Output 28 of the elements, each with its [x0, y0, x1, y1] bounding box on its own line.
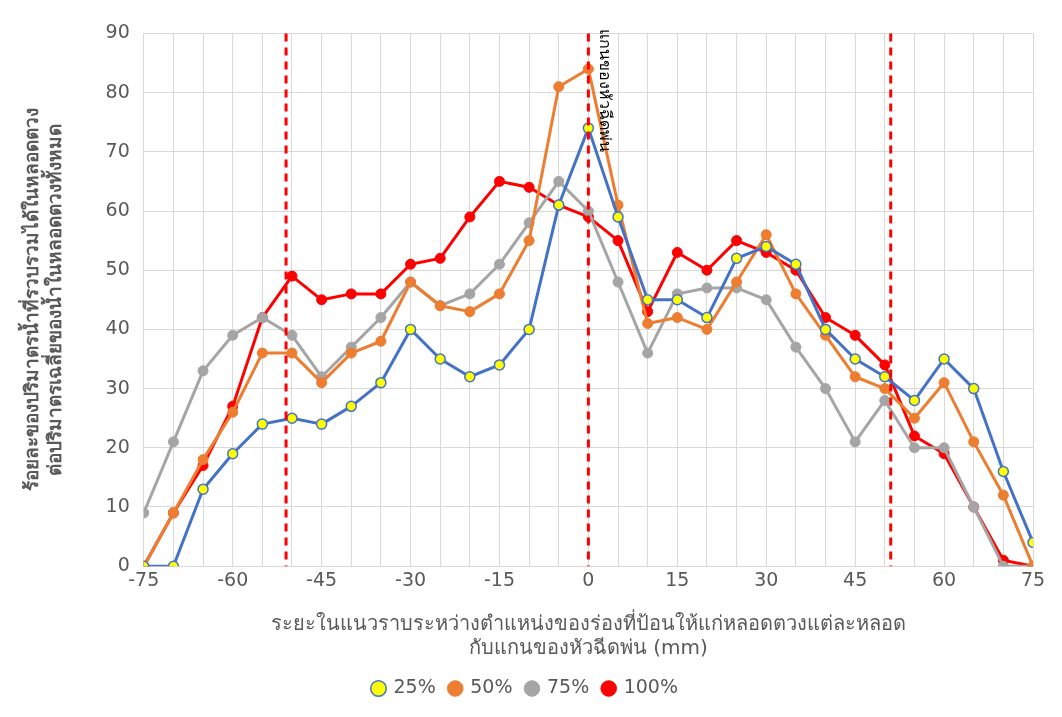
y-tick-label: 60 [105, 197, 130, 220]
x-tick-label: 30 [754, 567, 779, 590]
x-tick-label: 45 [843, 567, 868, 590]
legend-label: 25% [393, 675, 436, 698]
y-tick-label: 50 [105, 257, 130, 280]
x-tick-label: 15 [665, 567, 690, 590]
y-tick-label: 70 [105, 138, 130, 161]
y-tick-label: 10 [105, 493, 130, 516]
x-tick-label: -60 [217, 567, 249, 590]
y-tick-label: 30 [105, 375, 130, 398]
x-axis-title: ระยะในแนวราบระหว่างตำแหน่งของร่องที่ป้อนให้แก่หลอดตวงแต่ละหลอด กับแกนของหัวฉีดพ่น (mm) [270, 609, 906, 660]
x-tick-label: 60 [931, 567, 957, 590]
x-tick-label: -15 [483, 567, 515, 590]
y-tick-label: 90 [105, 20, 130, 43]
y-tick-label: 20 [105, 434, 130, 457]
ref-line-label: แกนของหัวฉีดพ่น [596, 29, 616, 153]
legend-label: 50% [470, 675, 513, 698]
y-tick-label: 80 [105, 79, 130, 102]
x-tick-label: -75 [128, 567, 160, 590]
y-tick-label: 0 [117, 553, 130, 576]
x-tick-label: -45 [306, 567, 338, 590]
y-tick-label: 40 [105, 316, 130, 339]
x-tick-label: -30 [395, 567, 427, 590]
legend-label: 75% [546, 675, 590, 698]
y-axis-title: ร้อยละของปริมาตรน้ำที่รวบรวมได้ในหลอดตวง ต่อปริมาตรเฉลี่ยของน้ำในหลอดตวงทั้งหมด [17, 108, 66, 492]
x-tick-label: 0 [582, 567, 595, 590]
legend-label: 100% [623, 675, 679, 698]
x-tick-label: 75 [1020, 567, 1046, 590]
